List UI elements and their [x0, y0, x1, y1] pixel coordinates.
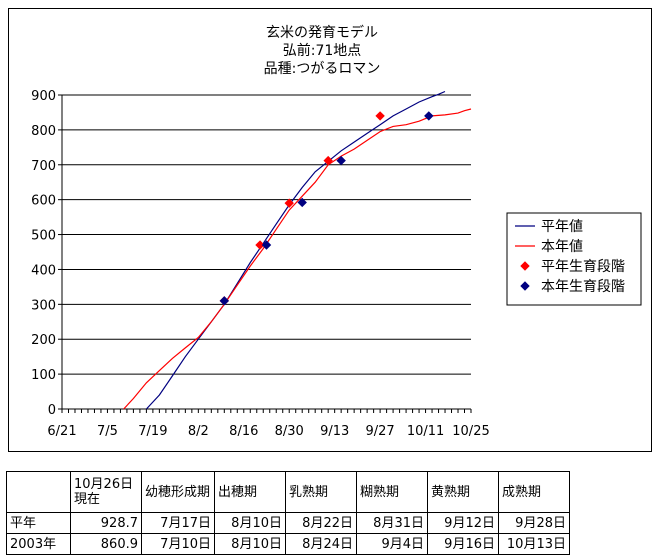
table-cell: 860.9 — [70, 533, 142, 555]
series-marker-3 — [424, 111, 434, 121]
series-marker-2 — [375, 111, 385, 121]
series-marker-3 — [297, 197, 307, 208]
legend-label: 本年生育段階 — [541, 279, 625, 295]
table-header-cell: 黄熟期 — [427, 471, 499, 513]
chart-axes: 0 100 200 300 400 500 600 700 800 900 6/21 7/5 7/19 8… — [31, 89, 490, 439]
legend-label: 平年値 — [541, 219, 583, 235]
table-cell: 9月4日 — [356, 533, 428, 555]
legend-box — [506, 212, 642, 306]
table-cell: 7月17日 — [141, 512, 215, 534]
table-header-cell — [6, 471, 71, 513]
table-cell: 928.7 — [70, 512, 142, 534]
x-tick-label: 8/16 — [229, 424, 258, 439]
y-tick-label: 300 — [31, 298, 56, 313]
chart-series — [123, 90, 472, 410]
y-tick-label: 400 — [31, 263, 56, 278]
chart-title-line: 品種:つがるロマン — [264, 61, 381, 77]
growth-stage-table: 10月26日現在 幼穂形成期 出穂期 乳熟期 糊熟期 黄熟期 成熟期 平年 92… — [6, 471, 570, 555]
series-marker-2 — [284, 198, 294, 208]
x-tick-label: 8/2 — [188, 424, 209, 439]
x-tick-label: 9/27 — [366, 424, 395, 439]
table-cell: 8月24日 — [285, 533, 357, 555]
legend-label: 平年生育段階 — [541, 259, 625, 275]
y-tick-label: 600 — [31, 194, 56, 209]
table-cell: 8月10日 — [214, 512, 286, 534]
table-row-label: 平年 — [6, 512, 71, 534]
table-header-cell: 乳熟期 — [285, 471, 357, 513]
legend-marker — [520, 281, 530, 291]
x-tick-label: 8/30 — [275, 424, 304, 439]
table-cell: 7月10日 — [141, 533, 215, 555]
series-marker-2 — [255, 240, 265, 250]
y-tick-label: 200 — [31, 333, 56, 348]
y-tick-label: 700 — [31, 159, 56, 174]
x-tick-label: 6/21 — [47, 424, 76, 439]
table-row: 平年 928.7 7月17日 8月10日 8月22日 8月31日 9月12日 9… — [6, 512, 570, 534]
chart-frame: 玄米の発育モデル 弘前:71地点品種:つがるロマン 0 100 200 300 400 50… — [8, 8, 652, 452]
table-cell: 9月28日 — [498, 512, 570, 534]
series-marker-3 — [219, 296, 230, 306]
table-cell: 8月22日 — [285, 512, 357, 534]
series-marker-2 — [323, 155, 333, 166]
chart-title-line: 玄米の発育モデル — [266, 24, 378, 41]
series-marker-3 — [336, 155, 346, 166]
y-tick-label: 500 — [31, 229, 56, 244]
y-tick-label: 900 — [31, 89, 56, 104]
legend-label: 本年値 — [541, 239, 583, 255]
table-cell: 10月13日 — [498, 533, 570, 555]
table-cell: 9月16日 — [427, 533, 499, 555]
x-tick-label: 7/5 — [97, 424, 118, 439]
table-cell: 8月31日 — [356, 512, 428, 534]
legend-marker — [520, 261, 530, 271]
x-tick-label: 10/11 — [407, 424, 444, 439]
table-header-cell: 10月26日現在 — [70, 471, 142, 513]
table-header-cell: 成熟期 — [498, 471, 570, 513]
series-line-0 — [145, 90, 446, 410]
table-header-row: 10月26日現在 幼穂形成期 出穂期 乳熟期 糊熟期 黄熟期 成熟期 — [6, 471, 570, 513]
y-tick-label: 800 — [31, 124, 56, 139]
x-tick-label: 10/25 — [452, 424, 489, 439]
chart-gridlines — [62, 94, 471, 375]
series-marker-3 — [261, 240, 272, 250]
x-tick-label: 7/19 — [138, 424, 167, 439]
table-row-label: 2003年 — [6, 533, 71, 555]
x-tick-label: 9/13 — [320, 424, 349, 439]
series-line-1 — [123, 108, 472, 410]
table-cell: 8月10日 — [214, 533, 286, 555]
y-tick-label: 0 — [48, 403, 56, 418]
table-cell: 9月12日 — [427, 512, 499, 534]
table-header-cell: 糊熟期 — [356, 471, 428, 513]
chart-title-line: 弘前:71地点 — [283, 42, 362, 59]
table-header-cell: 出穂期 — [214, 471, 286, 513]
y-tick-label: 100 — [31, 368, 56, 383]
table-row: 2003年 860.9 7月10日 8月10日 8月24日 9月4日 9月16日… — [6, 533, 570, 555]
table-header-cell: 幼穂形成期 — [141, 471, 215, 513]
